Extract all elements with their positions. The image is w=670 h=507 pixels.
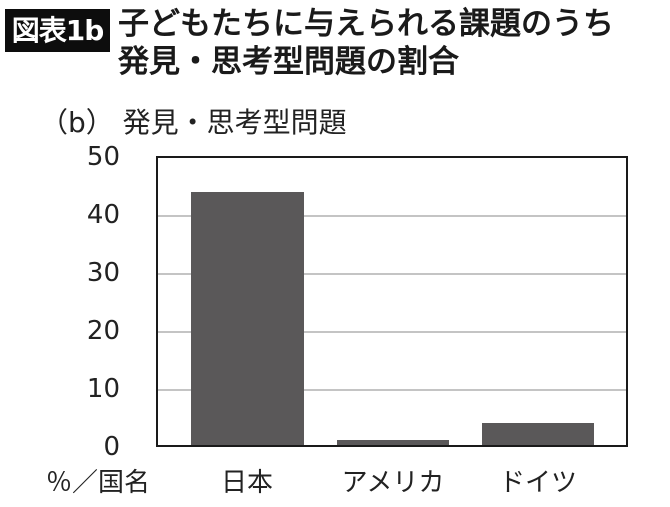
bar-germany: [482, 422, 594, 445]
xtick-germany: ドイツ: [498, 468, 577, 498]
xtick-usa: アメリカ: [341, 468, 445, 498]
gridline-30: [158, 273, 626, 275]
x-axis-label: ％／国名: [46, 468, 151, 498]
figure-badge: 図表1b: [5, 9, 110, 52]
ytick-10: 10: [86, 374, 120, 404]
xtick-japan: 日本: [220, 468, 273, 498]
chart-title-line2: 発見・思考型問題の割合: [118, 44, 459, 80]
ytick-40: 40: [86, 200, 120, 230]
chart-subtitle: （b） 発見・思考型問題: [40, 106, 347, 139]
plot-area: [156, 156, 628, 447]
ytick-50: 50: [86, 142, 120, 172]
ytick-0: 0: [103, 432, 120, 462]
ytick-30: 30: [86, 258, 120, 288]
ytick-20: 20: [86, 316, 120, 346]
gridline-20: [158, 331, 626, 333]
bar-usa: [337, 439, 449, 445]
bar-japan: [191, 192, 304, 445]
chart-title-line1: 子どもたちに与えられる課題のうち: [118, 6, 614, 42]
gridline-40: [158, 215, 626, 217]
gridline-10: [158, 389, 626, 391]
